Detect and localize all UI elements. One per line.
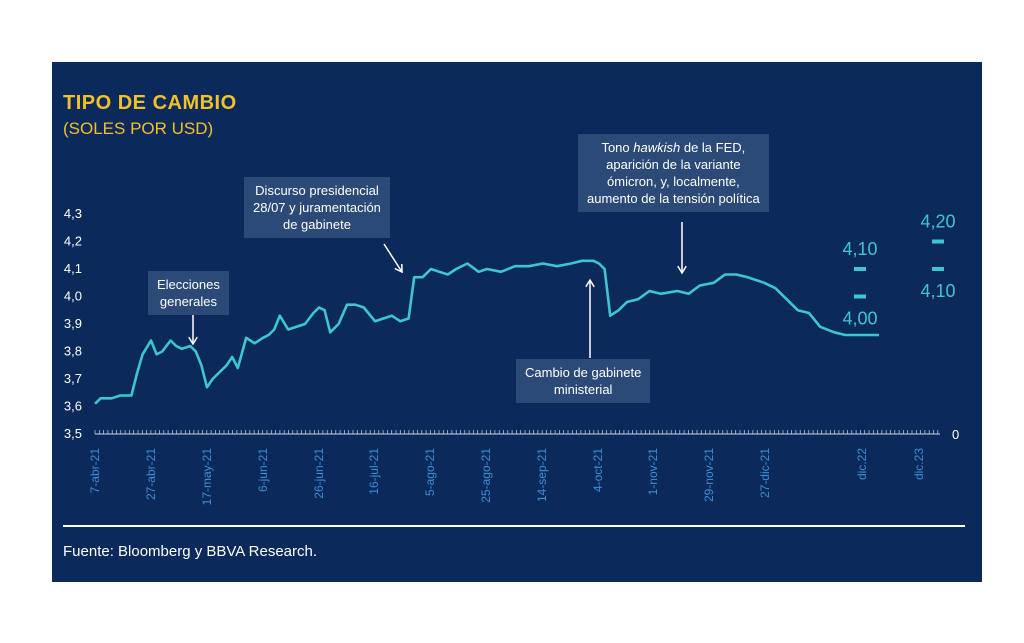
x-tick-label: 17-may-21	[200, 448, 214, 506]
annotation-elecciones: Elecciones generales	[148, 271, 229, 315]
annotation-arrowhead	[188, 336, 198, 346]
x-tick-label: 16-jul-21	[367, 448, 381, 495]
y-tick-label: 4,2	[64, 234, 82, 249]
x-tick-label: 27-abr-21	[144, 448, 158, 500]
x-tick-label: 5-ago-21	[423, 448, 437, 496]
footer-divider	[63, 525, 965, 527]
y-tick-label: 3,9	[64, 316, 82, 331]
annotation-discurso: Discurso presidencial 28/07 y juramentac…	[244, 177, 390, 238]
chart-title: TIPO DE CAMBIO	[63, 92, 237, 114]
x-tick-label: 7-abr-21	[88, 448, 102, 494]
y-tick-label: 4,3	[64, 206, 82, 221]
annotation-arrow	[383, 243, 403, 273]
y-tick-label: 4,0	[64, 289, 82, 304]
annotation-fed-line1: Tono hawkish de la FED,	[587, 139, 760, 156]
forecast-value-label: 4,20	[920, 212, 955, 232]
chart-subtitle: (SOLES POR USD)	[63, 119, 214, 138]
y-tick-label: 3,8	[64, 344, 82, 359]
forecast-value-label: 4,10	[842, 239, 877, 259]
y-tick-label: 4,1	[64, 261, 82, 276]
annotation-arrowhead	[585, 278, 595, 288]
annotation-fed: Tono hawkish de la FED, aparición de la …	[578, 134, 769, 212]
x-tick-label: 29-nov-21	[702, 448, 716, 502]
source-note: Fuente: Bloomberg y BBVA Research.	[63, 543, 318, 560]
annotation-fed-text-a: Tono	[601, 140, 634, 155]
annotation-cambio-gabinete: Cambio de gabinete ministerial	[516, 359, 651, 403]
annotation-arrowhead	[394, 263, 403, 274]
forecast-value-label: 4,00	[842, 309, 877, 329]
annotation-fed-text-c: de la FED,	[680, 140, 746, 155]
y-tick-label: 3,6	[64, 399, 82, 414]
chart-panel: TIPO DE CAMBIO (SOLES POR USD) 3,5 3,6 3,7…	[52, 62, 982, 582]
forecast-value-label: 4,10	[920, 281, 955, 301]
y-tick-label: 3,7	[64, 371, 82, 386]
annotation-fed-rest: aparición de la variante ómicron, y, loc…	[587, 157, 760, 206]
x-tick-label: 27-dic-21	[758, 448, 772, 498]
x-tick-label: dic.23	[912, 448, 926, 480]
annotation-arrowhead	[677, 265, 687, 275]
x-tick-label: 1-nov-21	[646, 448, 660, 496]
x-tick-label: 25-ago-21	[479, 448, 493, 503]
x-tick-label: 4-oct-21	[591, 448, 605, 492]
right-axis-label: 0	[952, 427, 959, 442]
x-tick-label: dic.22	[855, 448, 869, 480]
annotation-fed-text-b: hawkish	[633, 140, 681, 155]
line-chart: 3,5 3,6 3,7 3,8 3,9 4,0 4,1 4,2 4,3 0 7-abr-21 27-a…	[64, 206, 959, 506]
x-tick-label: 6-jun-21	[256, 448, 270, 492]
exchange-rate-line	[94, 259, 879, 405]
y-tick-label: 3,5	[64, 426, 82, 441]
x-tick-label: 26-jun-21	[312, 448, 326, 499]
x-tick-label: 14-sep-21	[535, 448, 549, 502]
